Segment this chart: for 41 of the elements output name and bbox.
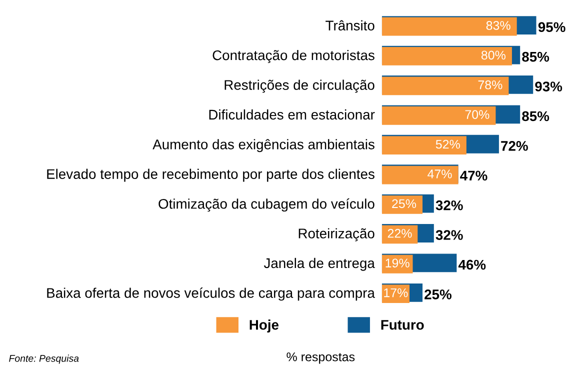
y-tick-label: Trânsito [326, 20, 374, 30]
data-label: 47% [428, 170, 452, 178]
data-label: 19% [386, 258, 410, 268]
y-tick-label: Elevado tempo de recebimento por parte dos clientes [47, 168, 374, 182]
data-label: 46% [458, 260, 486, 270]
data-label: 85% [522, 111, 550, 122]
data-label: 17% [384, 288, 408, 298]
data-label: 32% [436, 200, 463, 210]
source-note: Fonte: Pesquisa [9, 354, 79, 364]
bar [382, 17, 517, 36]
data-label: 72% [501, 140, 528, 151]
data-label: 95% [538, 22, 566, 32]
data-label: 93% [535, 82, 562, 92]
data-label: 85% [522, 52, 550, 62]
data-label: 32% [436, 230, 463, 240]
y-tick-label: Otimização da cubagem do veículo [158, 198, 374, 212]
bar [382, 136, 466, 155]
bar [382, 196, 423, 214]
bar [382, 47, 512, 66]
data-label: 25% [392, 199, 416, 208]
y-tick-label: Baixa oferta de novos veículos de carga para compra [47, 288, 375, 301]
legend-label: Futuro [381, 320, 424, 330]
bar [382, 225, 418, 244]
y-tick-label: Roteirização [298, 228, 374, 242]
data-label: 78% [478, 80, 502, 90]
y-tick-label: Dificuldades em estacionar [209, 109, 375, 120]
data-label: 83% [486, 21, 510, 30]
data-label: 47% [460, 170, 488, 181]
data-label: 52% [436, 140, 460, 149]
legend-label: Hoje [250, 320, 279, 332]
x-axis-title: % respostas [286, 352, 355, 364]
y-tick-label: Janela de entrega [264, 258, 375, 271]
data-label: 70% [465, 110, 490, 119]
y-tick-label: Aumento das exigências ambientais [152, 139, 374, 152]
data-label: 80% [481, 50, 506, 60]
data-label: 22% [388, 228, 412, 238]
data-label: 25% [424, 290, 452, 300]
bar [382, 76, 509, 96]
y-tick-label: Restrições de circulação [224, 80, 374, 93]
y-tick-label: Contratação de motoristas [212, 50, 374, 63]
bar [382, 106, 496, 125]
